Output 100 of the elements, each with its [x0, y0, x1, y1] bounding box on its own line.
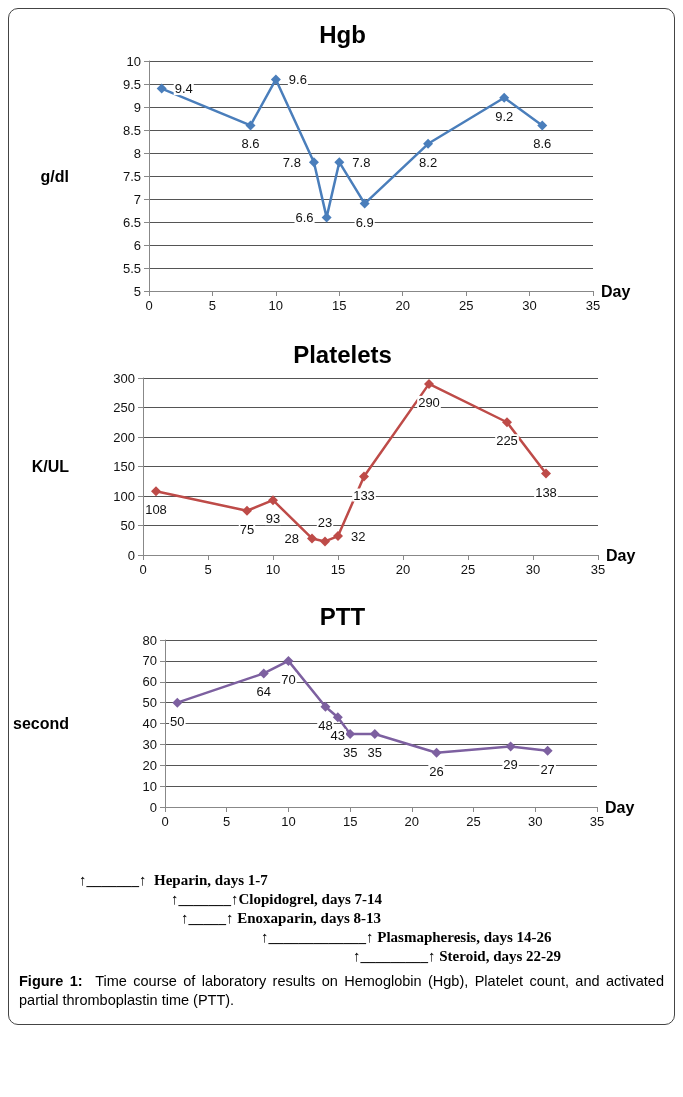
x-tick-label: 5: [204, 562, 212, 577]
y-tick-label: 30: [142, 736, 157, 752]
point: [334, 157, 345, 168]
caption: Figure 1: Time course of laboratory results on Hemoglobin (Hgb), Platelet count, and activated partial thromboplastin time (PTT).: [19, 973, 665, 1008]
data-label: 9.6: [288, 71, 307, 87]
y-tick-label: 40: [142, 716, 157, 731]
y-tick-label: 9.5: [122, 76, 141, 92]
y-tick-label: 50: [120, 518, 135, 533]
y-tick-label: 0: [149, 799, 157, 815]
data-label: 8.6: [533, 136, 552, 152]
point: [320, 701, 331, 712]
y-axis-title: second: [12, 715, 69, 732]
data-label: 70: [281, 671, 296, 687]
x-axis-title: Day: [601, 282, 631, 300]
x-axis-title: Day: [605, 798, 635, 816]
x-tick-label: 10: [265, 562, 281, 577]
data-label: 75: [239, 521, 255, 537]
y-tick-label: 200: [113, 429, 135, 445]
point: [424, 378, 434, 389]
point: [320, 536, 330, 547]
point: [359, 471, 369, 482]
point: [505, 741, 516, 752]
data-label: 50: [170, 713, 185, 729]
y-tick-label: 9: [133, 99, 141, 115]
data-label: 43: [330, 728, 346, 744]
x-tick-label: 35: [589, 814, 605, 829]
data-label: 108: [145, 502, 167, 518]
point: [151, 486, 161, 497]
data-label: 225: [496, 433, 518, 449]
y-tick-label: 10: [126, 53, 141, 69]
data-label: 9.2: [495, 108, 514, 124]
x-axis-title: Day: [606, 546, 636, 564]
y-tick-label: 5.5: [122, 260, 141, 276]
x-tick-label: 20: [395, 562, 411, 577]
point: [542, 745, 553, 756]
x-tick-label: 25: [466, 814, 481, 829]
y-axis-title: K/UL: [31, 458, 70, 475]
data-label: 29: [503, 757, 518, 773]
text: ↑_____↑ Enoxaparin, days 8-13: [180, 909, 383, 928]
data-label: 64: [256, 684, 271, 700]
point: [431, 747, 442, 758]
point: [541, 468, 551, 479]
x-tick-label: 5: [208, 298, 217, 313]
data-label: 6.9: [355, 214, 374, 230]
data-label: 7.8: [352, 154, 371, 170]
point: [245, 120, 256, 131]
point: [268, 495, 278, 506]
text: ↑_________↑ Steroid, days 22-29: [352, 947, 563, 966]
point: [242, 505, 252, 516]
point: [308, 157, 319, 168]
chart-title: PTT: [319, 602, 366, 630]
x-tick-label: 0: [161, 814, 169, 829]
text: ↑_______↑ Heparin, days 1-7: [78, 871, 269, 890]
data-label: 27: [540, 761, 555, 777]
x-tick-label: 30: [522, 298, 537, 313]
x-tick-label: 25: [458, 298, 474, 313]
point: [270, 74, 281, 85]
data-label: 7.8: [282, 154, 301, 170]
chart-title: Hgb: [319, 20, 366, 48]
text: ↑_______↑Clopidogrel, days 7-14: [170, 890, 383, 909]
x-tick-label: 30: [528, 814, 543, 829]
y-tick-label: 8: [133, 145, 141, 161]
x-tick-label: 10: [268, 298, 284, 313]
y-tick-label: 0: [127, 547, 135, 563]
y-tick-label: 100: [113, 488, 135, 504]
y-tick-label: 7: [133, 191, 141, 207]
data-label: 26: [429, 763, 444, 779]
x-tick-label: 30: [525, 562, 541, 577]
point: [156, 83, 167, 94]
y-tick-label: 70: [142, 653, 157, 669]
data-label: 32: [351, 528, 366, 544]
x-tick-label: 35: [585, 298, 601, 313]
data-label: 93: [265, 511, 281, 527]
text: ↑_____________↑ Plasmapheresis, days 14-26: [260, 928, 553, 947]
data-label: 6.6: [295, 209, 314, 225]
data-label: 48: [318, 717, 333, 733]
y-axis-title: g/dl: [40, 167, 69, 185]
point: [307, 533, 317, 544]
data-label: 8.2: [419, 154, 438, 170]
y-tick-label: 80: [142, 632, 157, 648]
y-tick-label: 60: [142, 674, 157, 690]
x-tick-label: 15: [342, 814, 358, 829]
y-tick-label: 300: [113, 370, 135, 386]
y-tick-label: 250: [113, 400, 135, 415]
x-tick-label: 15: [330, 562, 346, 577]
data-label: 23: [317, 515, 333, 531]
point: [499, 92, 510, 103]
x-tick-label: 20: [395, 298, 410, 313]
point: [423, 138, 434, 149]
data-label: 35: [342, 744, 358, 760]
y-tick-label: 5: [133, 283, 141, 299]
x-tick-label: 5: [223, 814, 231, 829]
point: [332, 712, 343, 723]
point: [172, 697, 183, 708]
x-tick-label: 10: [281, 814, 296, 829]
point: [537, 120, 548, 131]
y-tick-label: 150: [113, 459, 135, 474]
x-tick-label: 35: [590, 562, 606, 577]
point: [283, 655, 294, 666]
x-tick-label: 15: [332, 298, 347, 313]
